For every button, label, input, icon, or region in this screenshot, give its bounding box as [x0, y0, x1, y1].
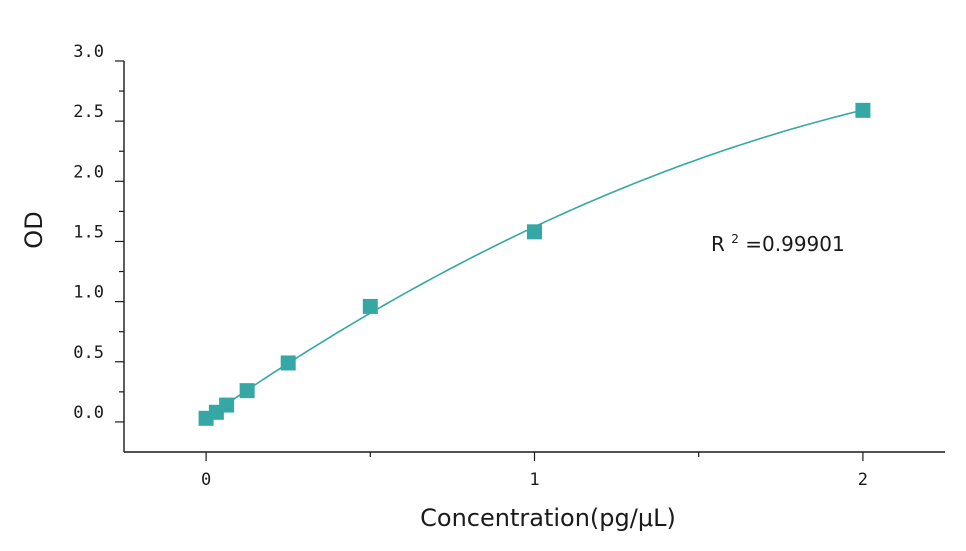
data-point: [527, 224, 542, 240]
y-axis-title: OD: [20, 211, 48, 248]
r-value: =0.99901: [745, 232, 844, 256]
x-tick-label: 1: [529, 470, 539, 490]
r-superscript: 2: [731, 232, 739, 246]
y-tick-label: 3.0: [73, 42, 104, 62]
data-point: [219, 397, 235, 413]
r-label: R: [711, 232, 725, 256]
y-tick-label: 0.5: [73, 343, 104, 363]
data-point: [362, 298, 378, 314]
y-tick-label: 2.0: [73, 162, 104, 182]
data-points: [198, 102, 871, 426]
data-point: [855, 102, 871, 118]
r-squared-annotation: R 2 =0.99901: [711, 224, 845, 256]
data-point: [280, 355, 296, 371]
data-point: [239, 383, 255, 399]
fit-curve: [205, 109, 864, 419]
x-tick-label: 2: [858, 470, 868, 490]
y-tick-label: 1.5: [73, 222, 104, 242]
y-tick-label: 0.0: [73, 403, 104, 423]
y-tick-label: 2.5: [73, 102, 104, 122]
y-tick-label: 1.0: [73, 283, 104, 303]
x-axis-title: Concentration(pg/μL): [420, 504, 676, 532]
x-ticks: 0 1 2: [201, 452, 868, 490]
y-ticks: 0.0 0.5 1.0 1.5 2.0 2.5 3.0: [73, 42, 124, 423]
x-tick-label: 0: [201, 470, 211, 490]
